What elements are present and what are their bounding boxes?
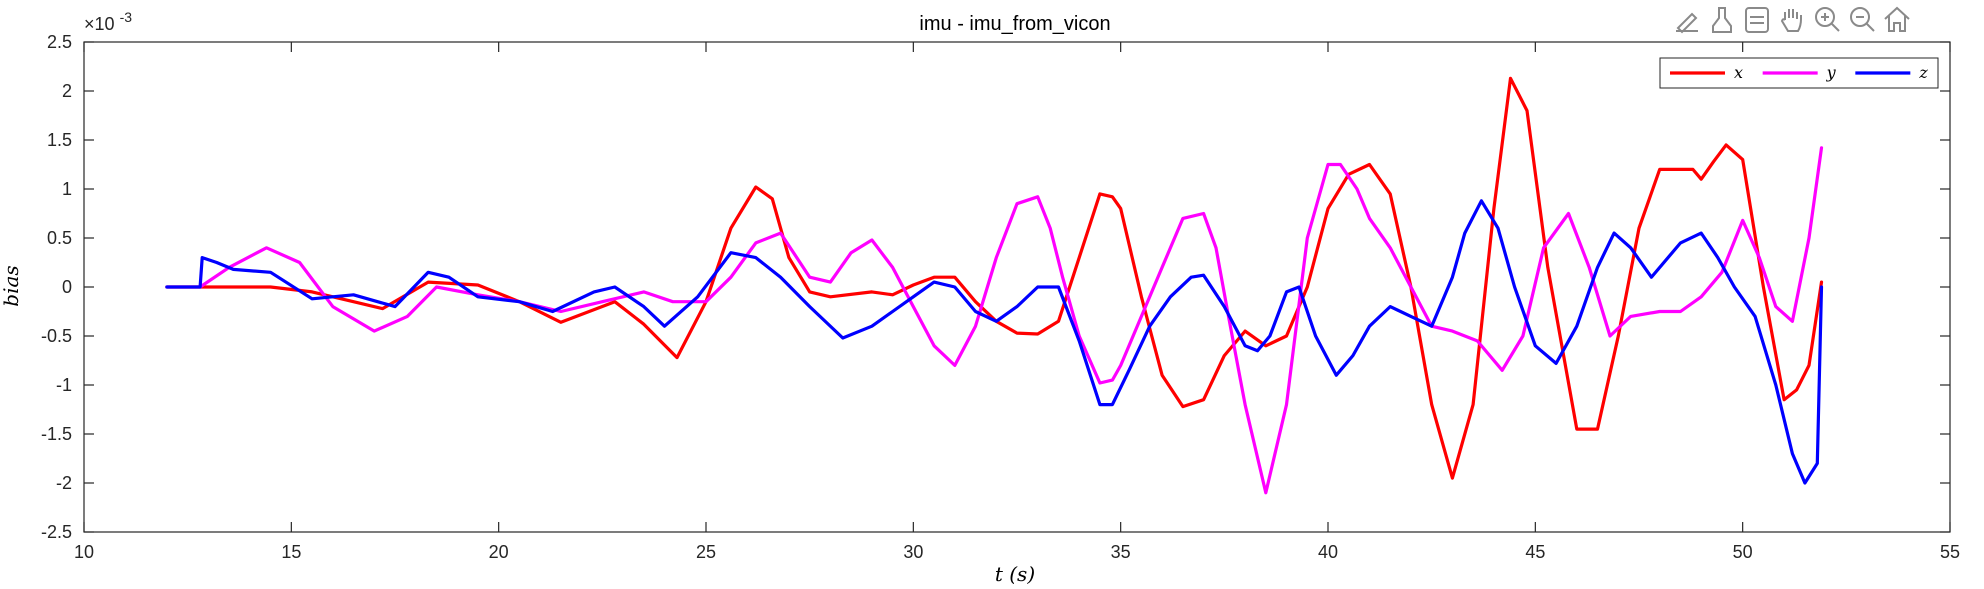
y-tick-label: 2.5 xyxy=(47,32,72,52)
axes-group: 10 15 20 25 30 35 40 45 50 55 -2.5 -2 -1.5 -1 -0.5 0 0.5… xyxy=(41,32,1960,562)
chart-title: imu - imu_from_vicon xyxy=(919,13,1110,35)
x-tick-label: 50 xyxy=(1733,542,1753,562)
y-tick-label: 1.5 xyxy=(47,130,72,150)
legend-label-x: x xyxy=(1734,63,1743,82)
y-exponent-power: -3 xyxy=(120,9,133,25)
legend-label-z: z xyxy=(1918,63,1928,82)
y-exponent-base: ×10 xyxy=(84,14,115,34)
series-line-y xyxy=(165,146,1824,495)
zoom-out-icon[interactable] xyxy=(1847,4,1877,34)
y-tick-label: 2 xyxy=(62,81,72,101)
y-tick-label: 0.5 xyxy=(47,228,72,248)
legend-entry-x[interactable]: x xyxy=(1670,63,1743,82)
legend-label-y: y xyxy=(1826,63,1837,82)
figure-toolbar xyxy=(1672,4,1912,34)
y-tick-label: 0 xyxy=(62,277,72,297)
edit-pen-icon[interactable] xyxy=(1672,4,1702,34)
x-tick-label: 20 xyxy=(489,542,509,562)
x-tick-label: 45 xyxy=(1525,542,1545,562)
y-tick-label: -2 xyxy=(56,473,72,493)
x-tick-label: 55 xyxy=(1940,542,1960,562)
x-tick-label: 40 xyxy=(1318,542,1338,562)
data-tips-icon[interactable] xyxy=(1742,4,1772,34)
y-tick-label: -1.5 xyxy=(41,424,72,444)
y-tick-label: 1 xyxy=(62,179,72,199)
x-tick-label: 25 xyxy=(696,542,716,562)
y-axis-label: bias xyxy=(0,265,23,306)
x-tick-label: 30 xyxy=(903,542,923,562)
y-tick-label: -2.5 xyxy=(41,522,72,542)
x-tick-label: 35 xyxy=(1111,542,1131,562)
y-axis-exponent-label: ×10 -3 xyxy=(84,9,132,34)
plot-area xyxy=(165,76,1824,495)
legend-entry-y[interactable]: y xyxy=(1762,63,1837,82)
x-axis-label: t (s) xyxy=(995,562,1035,584)
legend[interactable]: x y z xyxy=(1659,57,1939,89)
legend-entry-z[interactable]: z xyxy=(1855,63,1928,82)
home-icon[interactable] xyxy=(1882,4,1912,34)
brush-icon[interactable] xyxy=(1707,4,1737,34)
x-tick-label: 10 xyxy=(74,542,94,562)
zoom-in-icon[interactable] xyxy=(1812,4,1842,34)
series-line-x xyxy=(165,76,1824,480)
x-tick-label: 15 xyxy=(281,542,301,562)
y-tick-label: -1 xyxy=(56,375,72,395)
series-line-z xyxy=(165,199,1824,485)
y-tick-label: -0.5 xyxy=(41,326,72,346)
pan-hand-icon[interactable] xyxy=(1777,4,1807,34)
